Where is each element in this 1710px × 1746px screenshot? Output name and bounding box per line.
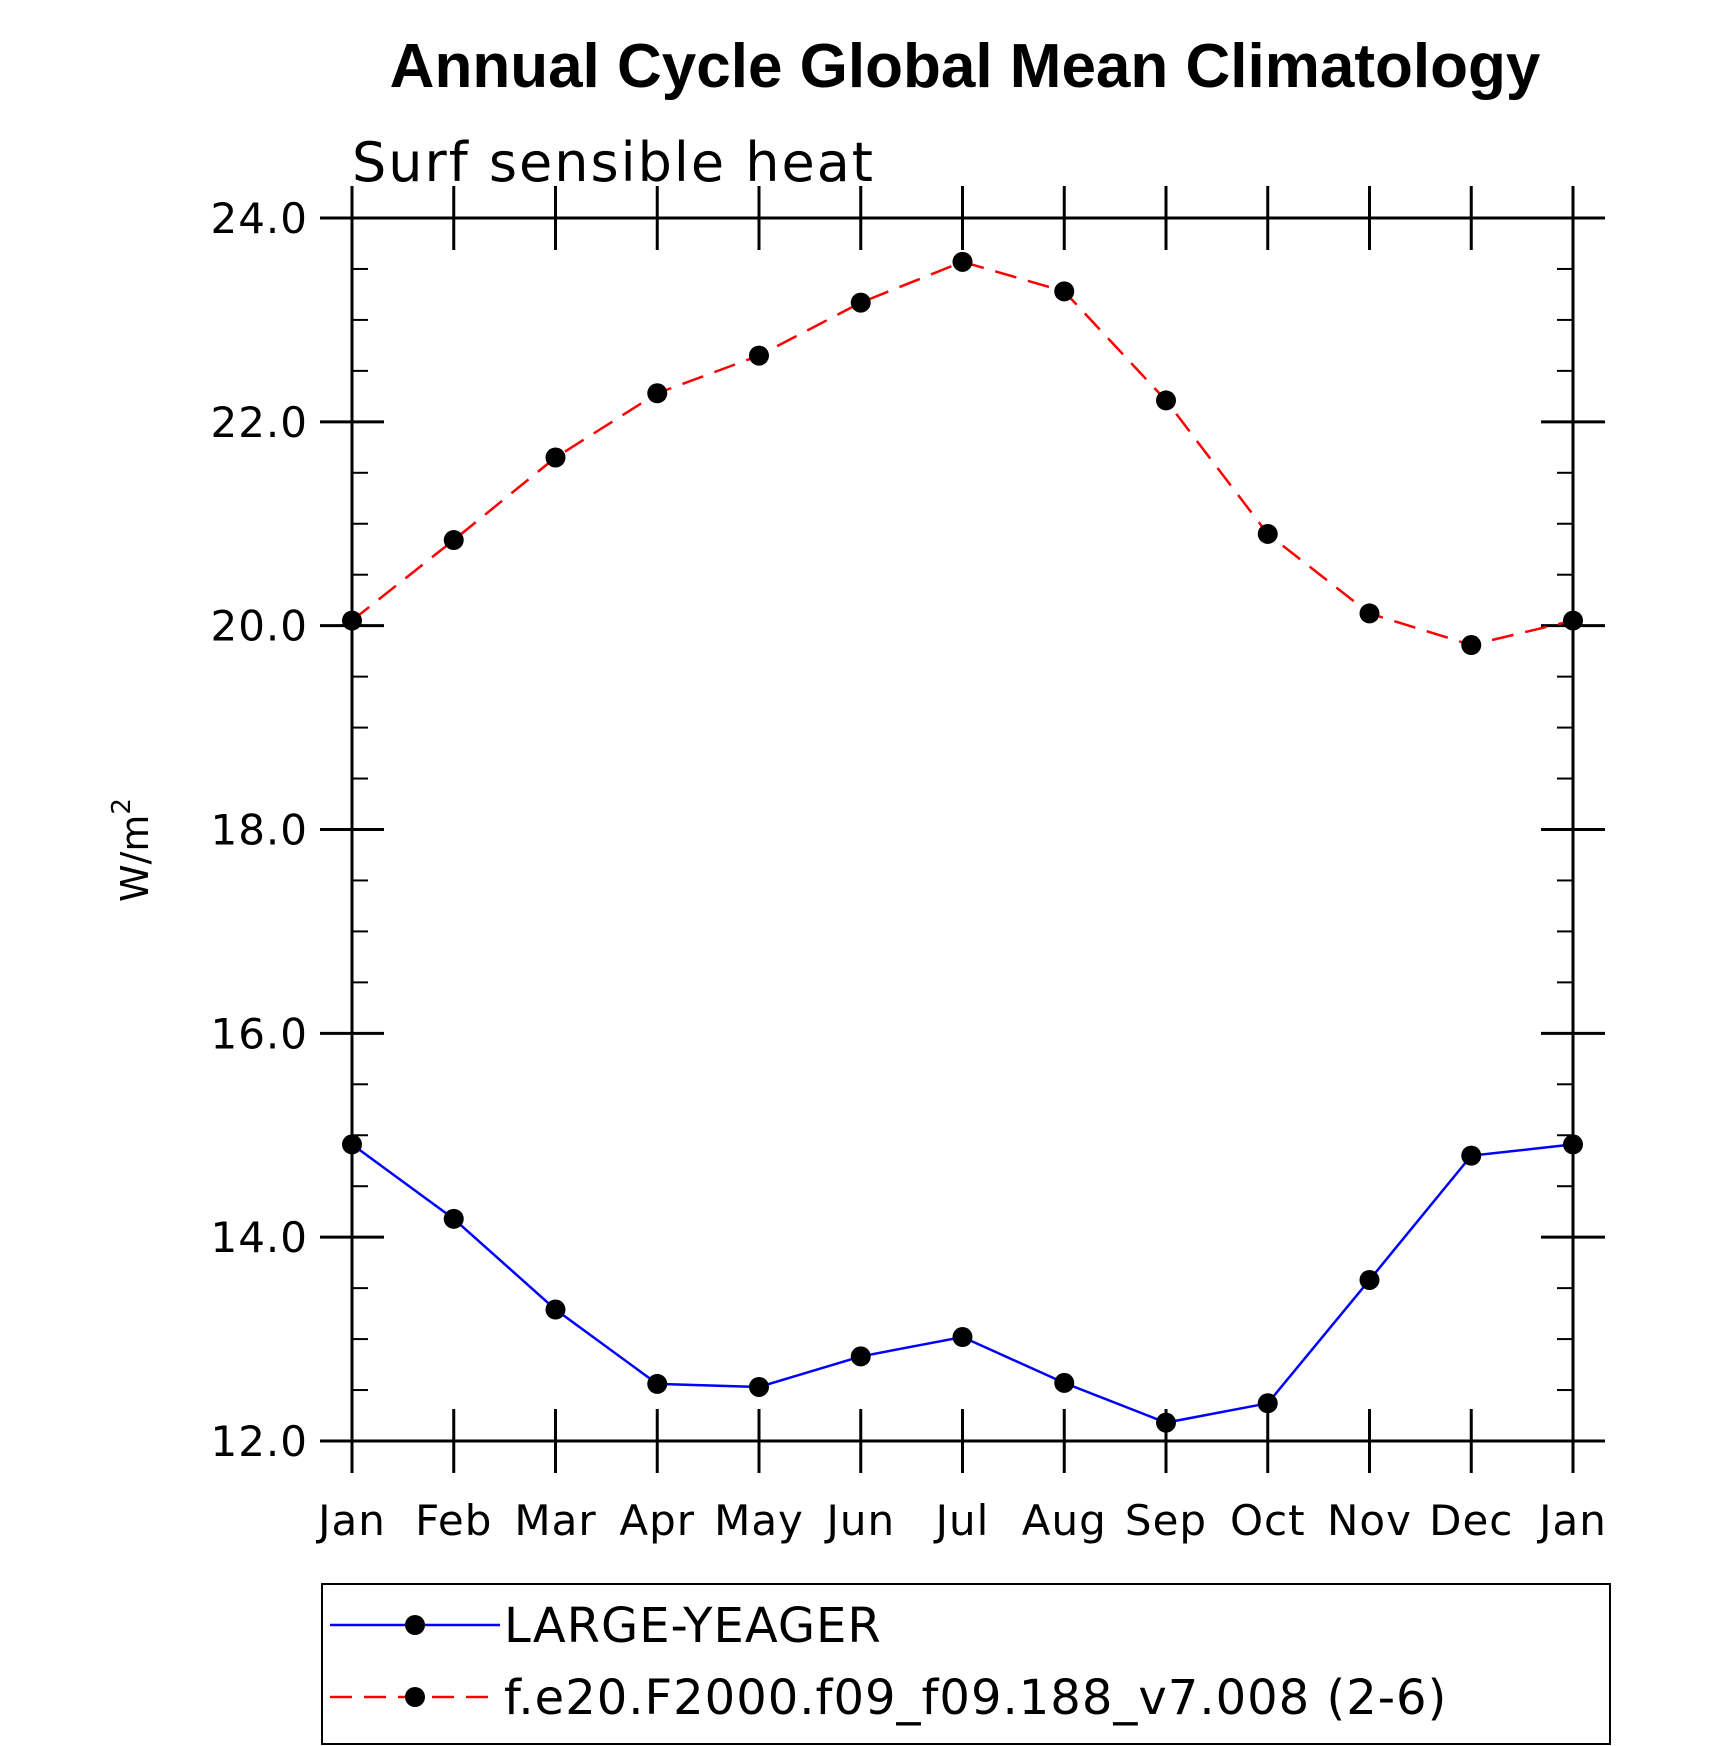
data-point <box>1461 635 1482 656</box>
x-tick-label: Apr <box>619 1496 695 1545</box>
x-tick-label: Feb <box>415 1496 492 1545</box>
y-tick-label: 22.0 <box>210 398 308 447</box>
y-axis-label-superscript: 2 <box>107 798 137 815</box>
y-tick-label: 18.0 <box>210 806 308 855</box>
legend-box <box>321 1583 1611 1745</box>
minor-ticks <box>352 267 1573 1392</box>
y-tick-label: 16.0 <box>210 1009 308 1058</box>
x-tick-label: Aug <box>1022 1496 1107 1545</box>
data-point <box>1359 1269 1380 1290</box>
chart-subtitle: Surf sensible heat <box>352 131 875 194</box>
x-tick-label: Nov <box>1327 1496 1412 1545</box>
data-point <box>749 1376 769 1397</box>
x-tick-label: Jun <box>823 1496 895 1545</box>
data-point <box>1257 523 1278 544</box>
data-point <box>1054 1372 1075 1393</box>
data-point <box>1563 1134 1583 1155</box>
legend-item-2: f.e20.F2000.f09_f09.188_v7.008 (2-6) <box>330 1670 1447 1726</box>
data-point <box>1563 610 1583 631</box>
data-point <box>1461 1145 1482 1166</box>
series-1 <box>342 1134 1583 1433</box>
data-point <box>342 1134 362 1155</box>
x-tick-label: Dec <box>1429 1496 1513 1545</box>
data-point <box>952 1327 973 1348</box>
x-tick-label: May <box>714 1496 804 1545</box>
y-tick-labels: 12.0 14.0 16.0 18.0 20.0 22.0 24.0 <box>210 194 308 1466</box>
y-axis-label-text: W/m <box>113 815 157 902</box>
series-line <box>351 260 1574 647</box>
y-tick-label: 12.0 <box>210 1417 308 1466</box>
data-point <box>545 447 566 468</box>
data-point <box>1156 1412 1176 1433</box>
series-line <box>351 1143 1574 1424</box>
data-point <box>850 292 871 313</box>
data-point <box>545 1299 566 1320</box>
x-tick-label: Oct <box>1230 1496 1306 1545</box>
y-tick-label: 20.0 <box>210 602 308 651</box>
data-point <box>749 345 769 366</box>
data-point <box>1257 1393 1278 1414</box>
major-ticks <box>320 186 1605 1473</box>
legend-marker <box>405 1615 425 1635</box>
x-tick-label: Sep <box>1125 1496 1207 1545</box>
legend-label: LARGE-YEAGER <box>504 1598 882 1654</box>
data-point <box>647 383 668 404</box>
data-point <box>443 1208 464 1229</box>
chart-title: Annual Cycle Global Mean Climatology <box>390 32 1541 101</box>
data-point <box>342 610 362 631</box>
y-tick-label: 14.0 <box>210 1213 308 1262</box>
y-axis-label: W/m2 <box>107 798 157 902</box>
series-2 <box>342 251 1583 656</box>
x-tick-label: Jul <box>933 1496 990 1545</box>
legend-label: f.e20.F2000.f09_f09.188_v7.008 (2-6) <box>504 1670 1447 1726</box>
plot-frame <box>350 216 1575 1443</box>
x-tick-label: Jan <box>315 1496 386 1545</box>
legend-item-1: LARGE-YEAGER <box>330 1598 882 1654</box>
legend-marker <box>405 1687 425 1707</box>
y-tick-label: 24.0 <box>210 194 308 243</box>
data-point <box>1054 281 1075 302</box>
data-point <box>1156 390 1176 411</box>
svg-text:W/m2: W/m2 <box>107 798 157 902</box>
x-tick-labels: Jan Feb Mar Apr May Jun Jul Aug Sep Oct Nov Dec Jan <box>315 1496 1607 1545</box>
data-point <box>1359 603 1380 624</box>
plot-area-border <box>350 216 1575 1443</box>
data-point <box>443 530 464 551</box>
x-tick-label: Jan <box>1536 1496 1607 1545</box>
x-tick-label: Mar <box>514 1496 596 1545</box>
series-layer <box>342 251 1583 1433</box>
data-point <box>850 1346 871 1367</box>
legend: LARGE-YEAGER f.e20.F2000.f09_f09.188_v7.0… <box>321 1583 1611 1745</box>
data-point <box>647 1373 668 1394</box>
data-point <box>952 251 973 272</box>
